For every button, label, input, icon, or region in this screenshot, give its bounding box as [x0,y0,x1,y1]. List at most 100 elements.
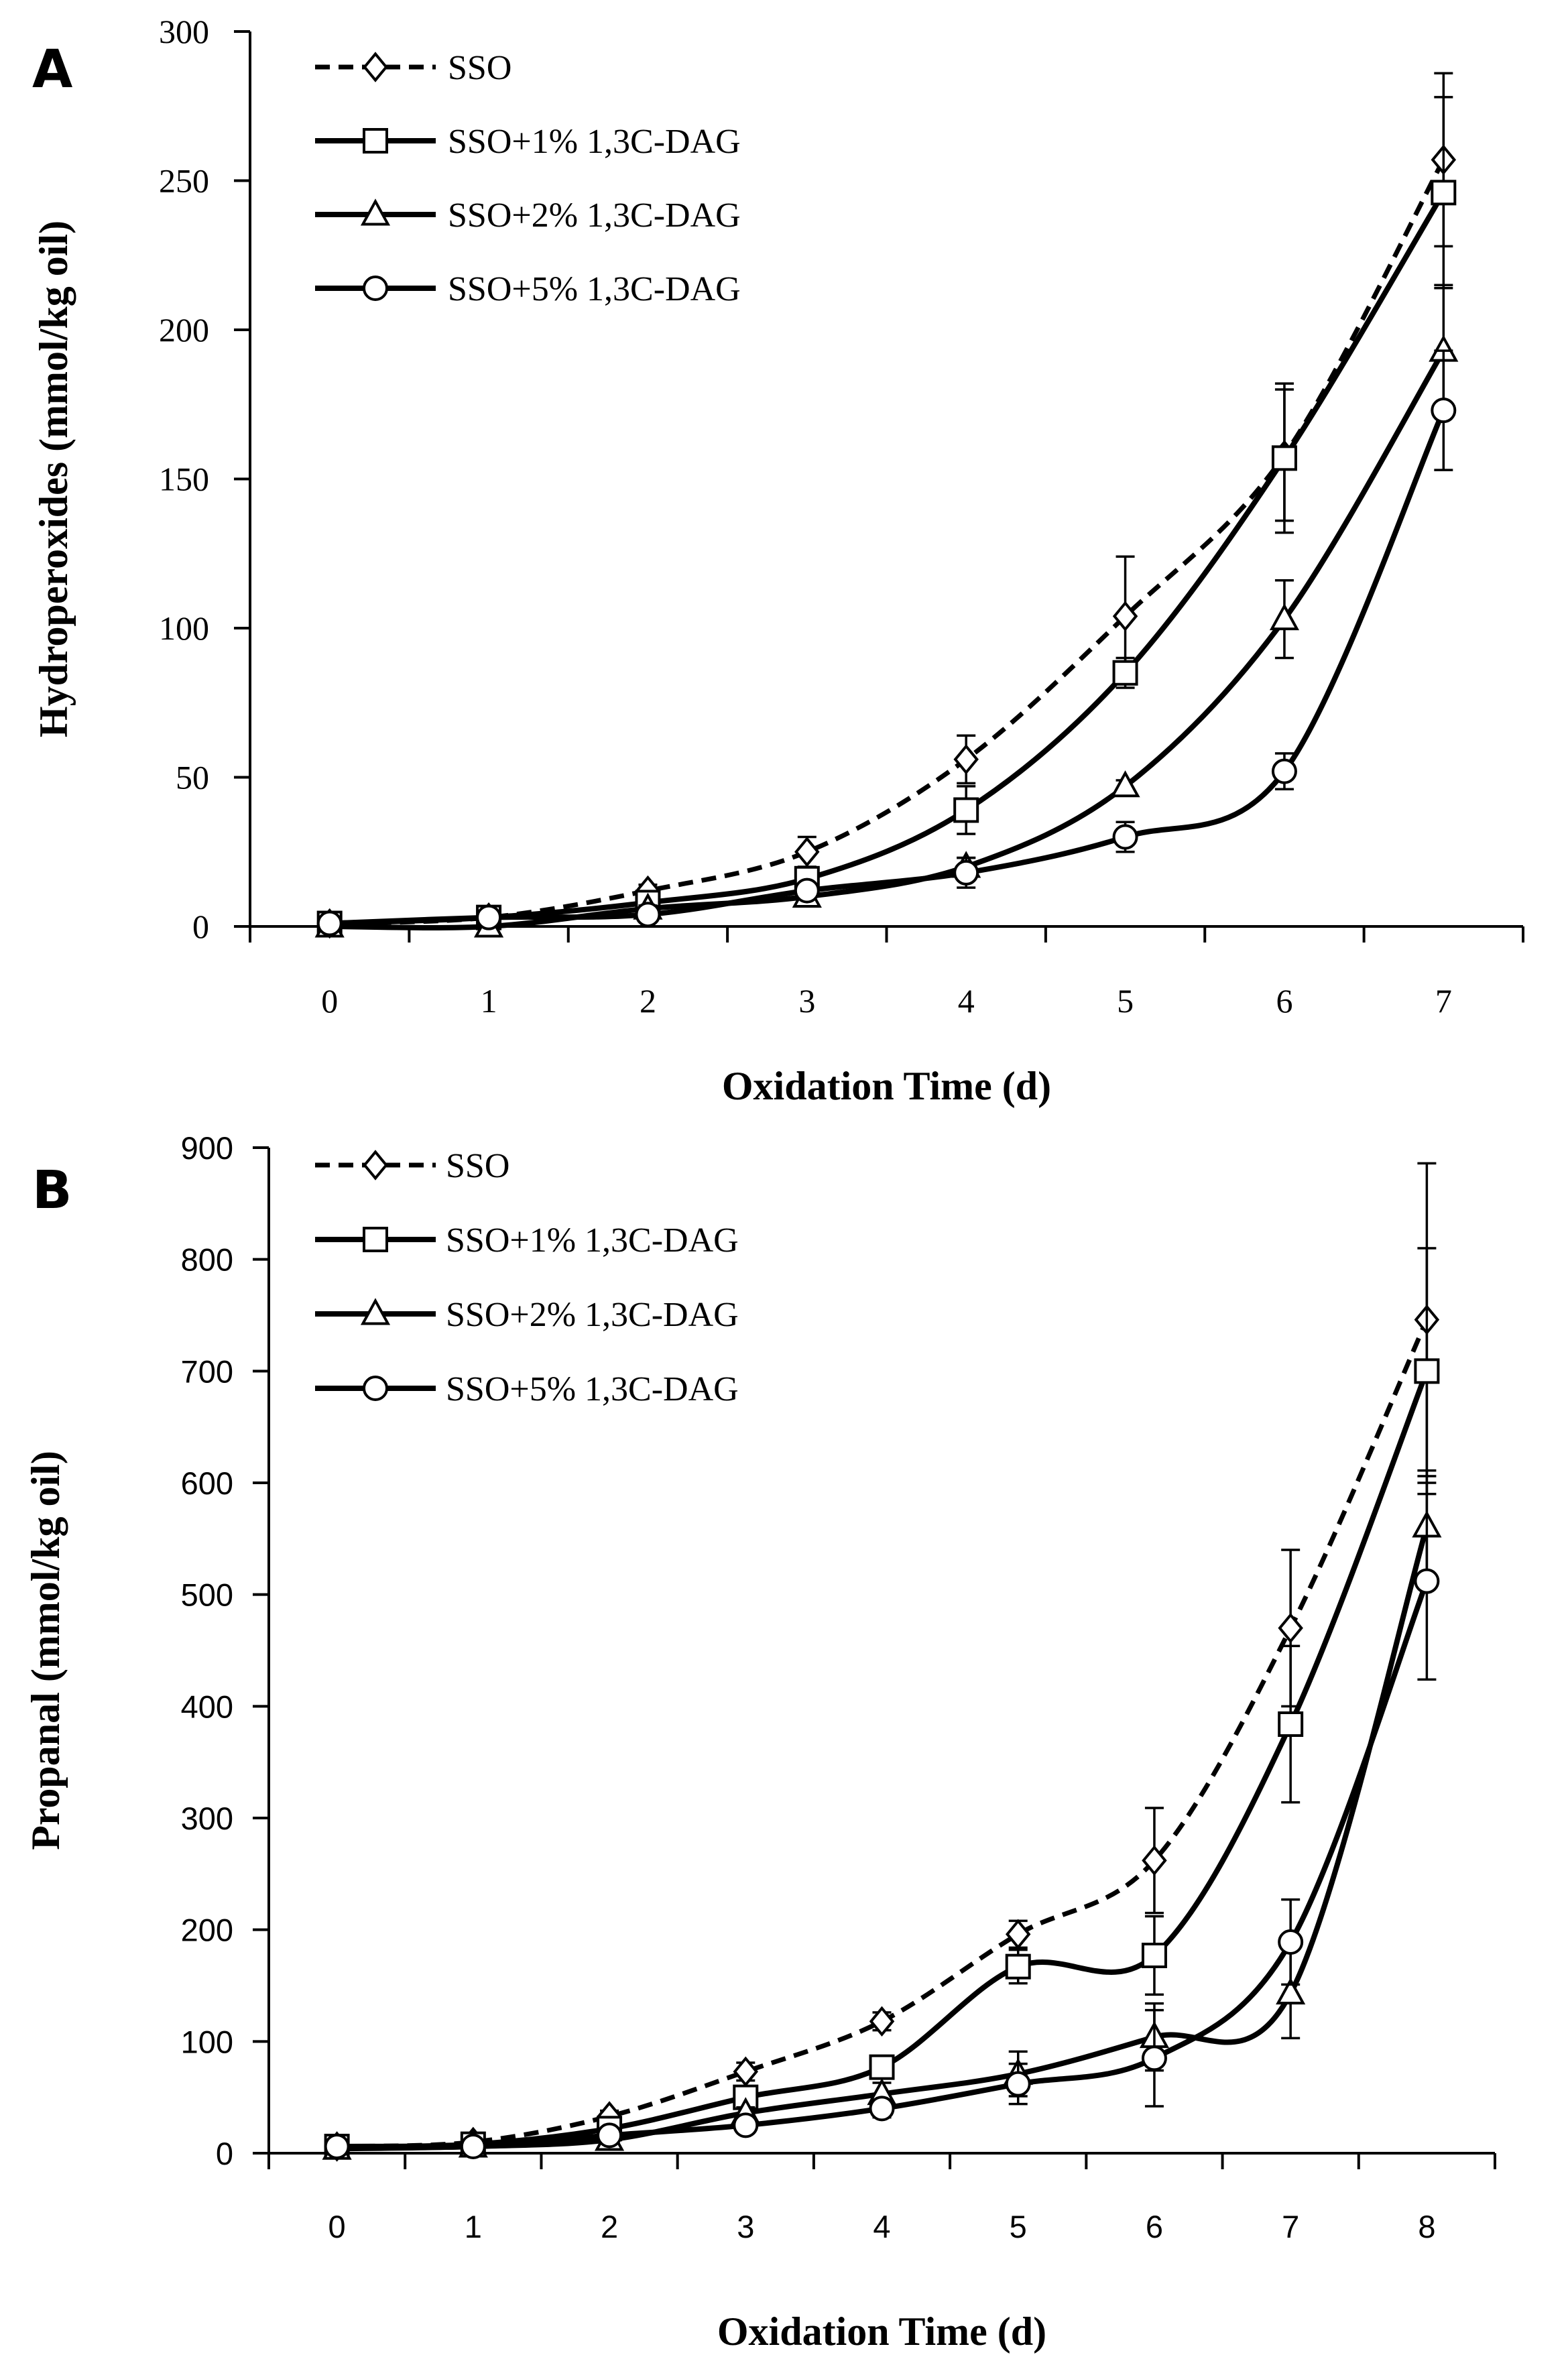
panel-a-series-sso-point [1112,601,1138,631]
panel-a-y-tick-label: 150 [159,461,209,498]
panel-b-series-sso-5-1-3c-dag-point [733,2112,759,2138]
panel-b-series-sso-1-1-3c-dag-point [1414,1358,1440,1384]
panel-a-x-tick-label: 3 [798,982,815,1020]
panel-b-series-sso-5-1-3c-dag-point [869,2096,895,2122]
panel-b-series-sso-5-1-3c-dag-point [460,2134,486,2159]
panel-b-series-sso-point [1142,1845,1167,1876]
panel-b-series-sso-point [1278,1612,1303,1644]
panel-b-legend-label-sso-2-1-3c-dag: SSO+2% 1,3C-DAG [446,1296,739,1334]
panel-b-x-tick-label: 5 [1010,2209,1027,2244]
panel-a-legend: SSO SSO+1% 1,3C-DAG SSO+2% 1,3C-DAG SSO+5% … [315,49,741,308]
panel-a-x-tick-label: 6 [1276,982,1292,1020]
panel-b-legend-label-sso-5-1-3c-dag: SSO+5% 1,3C-DAG [446,1370,739,1408]
panel-a-y-tick-label: 250 [159,162,209,200]
panel-b-series-sso-point [869,2006,895,2037]
panel-a-legend-marker-sso-2-1-3c-dag [360,198,391,226]
panel-a-y-tick-label: 100 [159,609,209,647]
panel-a-x-tick-label: 1 [481,982,497,1020]
panel-b-y-axis-title: Propanal (mmol/kg oil) [23,1451,68,1850]
panel-a-series-sso-1-1-3c-dag-point [1431,180,1457,206]
panel-a-x-axis-title: Oxidation Time (d) [722,1064,1051,1108]
panel-label-b: B [32,1160,72,1221]
panel-a-series-sso-2-1-3c-dag-point [1269,603,1300,631]
panel-b-y-tick-label: 100 [181,2024,233,2059]
panel-b-legend-marker-sso-5-1-3c-dag [363,1376,388,1401]
panel-b-series-sso-5-1-3c-dag-line [337,1580,1430,2151]
panel-b-series-sso-5-1-3c-dag-point [1414,1568,1440,1594]
panel-a-series-sso-1-1-3c-dag-point [953,797,979,823]
panel-a-series-sso-5-1-3c-dag-point [635,902,661,928]
panel-b-series-sso-5-1-3c-dag-point [1278,1929,1304,1955]
panel-a-legend-label-sso-5-1-3c-dag: SSO+5% 1,3C-DAG [448,270,741,308]
panel-label-a: A [32,40,72,100]
panel-b-y-tick-label: 200 [181,1913,233,1948]
panel-b-x-tick-label: 4 [873,2209,890,2244]
panel-a-x-tick-label: 2 [640,982,656,1020]
panel-a-y-axis-title: Hydroperoxides (mmol/kg oil) [32,221,76,737]
panel-b-series-sso-5-1-3c-dag-point [597,2122,623,2148]
chart-panel-a: 0 50 100 150 200 250 300 0 1 2 3 4 5 6 7 Oxidation Time… [32,13,1524,1108]
panel-b-x-tick-label: 0 [328,2209,346,2244]
panel-b-series-sso-1-1-3c-dag-point [1141,1943,1167,1968]
panel-a-series-sso-2-1-3c-dag-point [1110,770,1140,798]
panel-a-series-sso-5-1-3c-dag-point [794,877,820,904]
panel-a-legend-label-sso-2-1-3c-dag: SSO+2% 1,3C-DAG [448,196,741,235]
panel-b-series-sso-5-1-3c-dag-point [324,2134,350,2159]
panel-b-y-tick-label: 700 [181,1353,233,1389]
panel-b-series-sso-point [1005,1919,1031,1950]
panel-b-x-tick-label: 3 [737,2209,754,2244]
panel-a-series-sso-point [953,744,979,775]
panel-a-series-sso-5-1-3c-dag-line [329,409,1446,926]
panel-a-series-sso-5-1-3c-dag-point [953,859,979,886]
panel-a-y-tick-label: 300 [159,13,209,50]
panel-a-x-tick-label: 0 [321,982,338,1020]
panel-b-legend-label-sso-1-1-3c-dag: SSO+1% 1,3C-DAG [446,1221,739,1260]
panel-a-legend-label-sso-1-1-3c-dag: SSO+1% 1,3C-DAG [448,123,741,161]
panel-b-legend-marker-sso [363,1150,388,1180]
panel-a-series-sso-5-1-3c-dag-point [1112,824,1138,850]
panel-b-y-tick-label: 900 [181,1130,233,1166]
panel-b-series-sso-1-1-3c-dag-point [869,2054,895,2080]
panel-b-legend: SSO SSO+1% 1,3C-DAG SSO+2% 1,3C-DAG SSO+5% … [315,1147,739,1408]
panel-a-legend-marker-sso [363,52,388,82]
panel-a-y-tick-label: 0 [192,908,209,945]
panel-b-x-tick-label: 6 [1146,2209,1163,2244]
panel-b-series-sso-5-1-3c-dag-point [1141,2045,1167,2071]
panel-b-series-sso-1-1-3c-dag-point [1005,1953,1031,1980]
panel-a-legend-marker-sso-5-1-3c-dag [363,276,388,301]
panel-a-series-sso-1-1-3c-dag-point [1271,445,1297,471]
panel-a-series-sso-1-1-3c-dag-point [1112,660,1138,686]
panel-b-x-tick-label: 7 [1282,2209,1299,2244]
panel-b-series-sso-5-1-3c-dag [324,1481,1440,2159]
panel-b-x-axis-title: Oxidation Time (d) [717,2309,1046,2354]
panel-b-series-sso-2-1-3c-dag-line [337,1525,1430,2152]
panel-a-series-sso-5-1-3c-dag-point [1431,398,1457,424]
panel-a-y-tick-label: 50 [176,759,209,796]
panel-a-series-sso-5-1-3c-dag-point [1271,758,1297,784]
panel-b-x-tick-label: 8 [1418,2209,1435,2244]
panel-b-y-tick-label: 300 [181,1801,233,1836]
panel-b-series-sso-2-1-3c-dag-point [1276,1977,1306,2005]
panel-a-legend-label-sso: SSO [448,49,511,87]
panel-b-x-tick-label: 2 [601,2209,618,2244]
panel-a-legend-marker-sso-1-1-3c-dag [363,128,388,154]
panel-b-legend-label-sso: SSO [446,1147,509,1185]
panel-a-series-sso-point [794,837,820,867]
panel-b-series-sso-5-1-3c-dag-point [1005,2071,1031,2097]
panel-b-y-tick-label: 500 [181,1577,233,1613]
panel-b-x-tick-label: 1 [465,2209,482,2244]
panel-a-series-sso-5-1-3c-dag-point [476,904,502,930]
panel-b-series-sso-1-1-3c-dag-point [1278,1711,1304,1737]
panel-a-x-tick-label: 4 [958,982,975,1020]
panel-b-legend-marker-sso-1-1-3c-dag [363,1227,388,1252]
chart-panel-b: 0 100 200 300 400 500 600 700 800 900 0 1 2 3 4 5 6 7 8 Oxi… [23,1130,1496,2354]
panel-b-y-tick-label: 0 [216,2136,233,2171]
panel-b-y-tick-label: 600 [181,1465,233,1501]
panel-a-x-tick-label: 7 [1435,982,1452,1020]
panel-a-y-tick-label: 200 [159,311,209,349]
panel-b-legend-marker-sso-2-1-3c-dag [360,1298,391,1325]
panel-a-series-sso-5-1-3c-dag [316,349,1457,936]
panel-b-y-tick-label: 400 [181,1689,233,1724]
